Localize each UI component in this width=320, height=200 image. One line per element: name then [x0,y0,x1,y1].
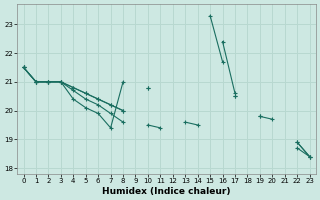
X-axis label: Humidex (Indice chaleur): Humidex (Indice chaleur) [102,187,231,196]
